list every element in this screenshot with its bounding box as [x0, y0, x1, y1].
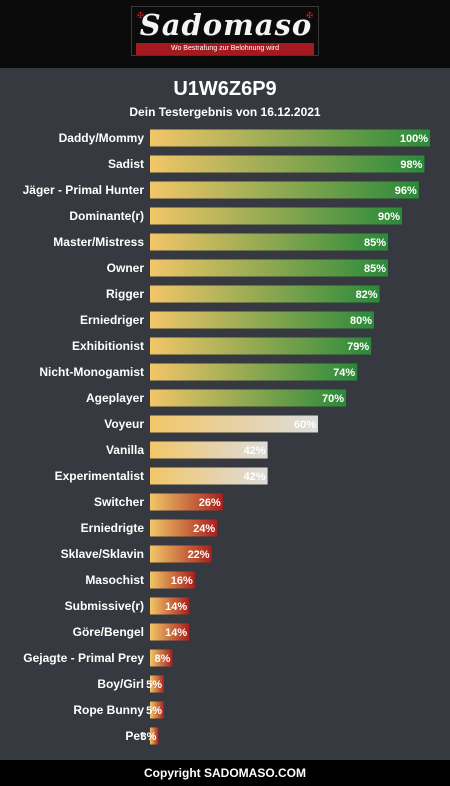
result-bar — [150, 649, 173, 667]
category-label: Exhibitionist — [72, 339, 144, 353]
value-label: 100% — [400, 133, 428, 145]
category-label: Sklave/Sklavin — [61, 547, 144, 561]
value-label: 80% — [350, 315, 372, 327]
category-label: Submissive(r) — [65, 599, 144, 613]
value-label: 85% — [364, 263, 386, 275]
result-bar — [150, 311, 374, 329]
category-label: Daddy/Mommy — [59, 131, 145, 145]
category-label: Dominante(r) — [69, 209, 144, 223]
result-bar — [150, 259, 388, 277]
category-label: Nicht-Monogamist — [39, 365, 144, 379]
value-label: 42% — [244, 445, 266, 457]
category-label: Switcher — [94, 495, 144, 509]
page-title: U1W6Z6P9 — [173, 78, 277, 100]
logo-tagline: Wo Bestrafung zur Belohnung wird — [170, 45, 280, 52]
result-bar — [150, 623, 190, 641]
value-label: 90% — [378, 211, 400, 223]
category-label: Voyeur — [104, 417, 144, 431]
value-label: 82% — [356, 289, 378, 301]
result-bar — [150, 337, 372, 355]
result-bar — [150, 207, 402, 225]
category-label: Sadist — [108, 157, 144, 171]
category-label: Erniedrigte — [81, 521, 145, 535]
category-label: Göre/Bengel — [73, 625, 144, 639]
value-label: 14% — [165, 627, 187, 639]
result-bar — [150, 727, 159, 745]
result-bar — [150, 155, 425, 173]
category-label: Rigger — [106, 287, 144, 301]
result-bar — [150, 389, 346, 407]
category-label: Owner — [107, 261, 145, 275]
category-label: Jäger - Primal Hunter — [23, 183, 145, 197]
value-label: 70% — [322, 393, 344, 405]
value-label: 85% — [364, 237, 386, 249]
value-label: 79% — [347, 341, 369, 353]
result-bar — [150, 233, 388, 251]
value-label: 16% — [171, 575, 193, 587]
category-label: Boy/Girl — [97, 677, 144, 691]
result-bar — [150, 675, 164, 693]
brand-logo[interactable]: ✠ ✠ Sadomaso Wo Bestrafung zur Belohnung… — [131, 6, 319, 56]
value-label: 96% — [395, 185, 417, 197]
category-label: Experimentalist — [55, 469, 144, 483]
result-bar — [150, 571, 195, 589]
value-label: 24% — [193, 523, 215, 535]
result-bar — [150, 181, 419, 199]
category-label: Rope Bunny — [73, 703, 144, 717]
value-label: 42% — [244, 471, 266, 483]
category-label: Master/Mistress — [53, 235, 144, 249]
result-bar — [150, 545, 212, 563]
result-bar — [150, 285, 380, 303]
result-bar — [150, 493, 223, 511]
result-bar — [150, 597, 190, 615]
header-bar: ✠ ✠ Sadomaso Wo Bestrafung zur Belohnung… — [0, 0, 450, 68]
value-label: 98% — [400, 159, 422, 171]
value-label: 3% — [140, 731, 156, 743]
value-label: 74% — [333, 367, 355, 379]
value-label: 26% — [199, 497, 221, 509]
page-subtitle: Dein Testergebnis von 16.12.2021 — [129, 105, 321, 119]
category-label: Ageplayer — [86, 391, 144, 405]
value-label: 5% — [146, 679, 162, 691]
value-label: 5% — [146, 705, 162, 717]
category-label: Vanilla — [106, 443, 144, 457]
cross-icon: ✠ — [137, 11, 144, 20]
footer-bar: Copyright SADOMASO.COM — [0, 760, 450, 786]
category-label: Erniedriger — [80, 313, 144, 327]
copyright-text: Copyright SADOMASO.COM — [144, 766, 306, 780]
result-bar — [150, 441, 268, 459]
value-label: 22% — [188, 549, 210, 561]
result-bar — [150, 467, 268, 485]
category-label: Masochist — [85, 573, 144, 587]
category-label: Pet — [125, 729, 144, 743]
value-label: 60% — [294, 419, 316, 431]
result-bar — [150, 363, 358, 381]
category-label: Gejagte - Primal Prey — [23, 651, 144, 665]
logo-tagline-band: Wo Bestrafung zur Belohnung wird — [136, 43, 314, 55]
result-bar — [150, 415, 318, 433]
logo-wordmark: Sadomaso — [139, 8, 313, 42]
result-bar-chart: Daddy/Mommy 100% Sadist 98% Jäger - Primal H… — [23, 129, 430, 745]
value-label: 14% — [165, 601, 187, 613]
value-label: 8% — [154, 653, 170, 665]
result-bar — [150, 129, 430, 147]
cross-icon: ✠ — [306, 11, 313, 20]
result-bar — [150, 519, 218, 537]
result-bar — [150, 701, 164, 719]
